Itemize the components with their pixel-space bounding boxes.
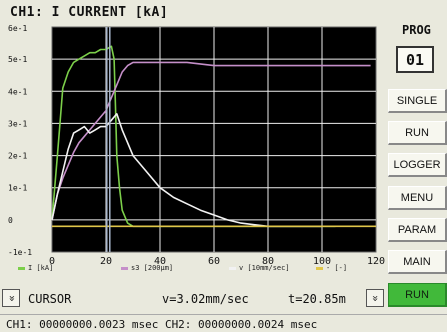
legend-swatch bbox=[18, 266, 25, 270]
main-button[interactable]: MAIN bbox=[388, 250, 447, 274]
x-tick-label: 20 bbox=[100, 256, 112, 267]
prog-label: PROG bbox=[402, 23, 431, 37]
legend-label: s3 [200µm] bbox=[131, 264, 174, 272]
series-line-2 bbox=[51, 113, 322, 228]
legend-swatch bbox=[229, 266, 236, 270]
y-tick-label: 4e-1 bbox=[8, 87, 27, 96]
legend-label: v [10mm/sec] bbox=[239, 264, 290, 272]
plot-area[interactable]: 0 20 40 60 80 100 120 6e-1 5e-1 4e-1 3e-1 2e-1 1e-1 0… bbox=[0, 0, 386, 286]
legend-item: s3 [200µm] bbox=[121, 264, 173, 272]
legend-swatch bbox=[316, 266, 323, 270]
cursor-bar: « CURSOR v=3.02mm/sec t=20.85m » bbox=[2, 288, 385, 310]
legend-label: - [-] bbox=[326, 264, 348, 272]
single-button[interactable]: SINGLE bbox=[388, 89, 447, 113]
cursor-label: CURSOR bbox=[28, 292, 72, 306]
y-tick-label: 1e-1 bbox=[8, 184, 27, 193]
y-tick-label: 0 bbox=[8, 216, 13, 225]
cursor-next-button[interactable]: » bbox=[366, 289, 384, 307]
run-button[interactable]: RUN bbox=[388, 121, 447, 145]
double-chevron-down-icon: » bbox=[368, 294, 382, 302]
legend-swatch bbox=[121, 266, 128, 270]
logger-button[interactable]: LOGGER bbox=[388, 153, 447, 177]
y-tick-label: 2e-1 bbox=[8, 152, 27, 161]
y-tick-label: 3e-1 bbox=[8, 119, 27, 128]
x-tick-label: 100 bbox=[313, 256, 331, 267]
cursor-prev-button[interactable]: « bbox=[2, 289, 20, 307]
cursor-time-readout: t=20.85m bbox=[288, 292, 346, 306]
legend-label: I [kA] bbox=[28, 264, 54, 272]
prog-number-field[interactable]: 01 bbox=[396, 46, 434, 73]
y-tick-label: 5e-1 bbox=[8, 55, 27, 64]
y-tick-label: 6e-1 bbox=[8, 24, 27, 33]
legend-item: v [10mm/sec] bbox=[229, 264, 290, 272]
status-line: CH1: 00000000.0023 msec CH2: 00000000.00… bbox=[0, 314, 447, 332]
legend: I [kA] s3 [200µm] v [10mm/sec] - [-] bbox=[16, 264, 376, 276]
legend-item: - [-] bbox=[316, 264, 347, 272]
x-tick-label: 40 bbox=[154, 256, 166, 267]
run-active-button[interactable]: RUN bbox=[388, 283, 447, 307]
x-tick-label: 80 bbox=[262, 256, 274, 267]
menu-button[interactable]: MENU bbox=[388, 186, 447, 210]
right-panel: PROG 01 SINGLE RUN LOGGER MENU PARAM MAI… bbox=[388, 0, 447, 312]
legend-item: I [kA] bbox=[18, 264, 53, 272]
y-tick-label: -1e-1 bbox=[8, 248, 32, 257]
x-tick-label: 60 bbox=[208, 256, 220, 267]
series-line-1 bbox=[51, 61, 371, 221]
param-button[interactable]: PARAM bbox=[388, 218, 447, 242]
chart-title: CH1: I CURRENT [kA] bbox=[10, 5, 169, 20]
x-tick-label: 0 bbox=[49, 256, 55, 267]
x-tick-label: 120 bbox=[367, 256, 385, 267]
cursor-velocity-readout: v=3.02mm/sec bbox=[162, 292, 249, 306]
double-chevron-up-icon: « bbox=[4, 294, 18, 302]
